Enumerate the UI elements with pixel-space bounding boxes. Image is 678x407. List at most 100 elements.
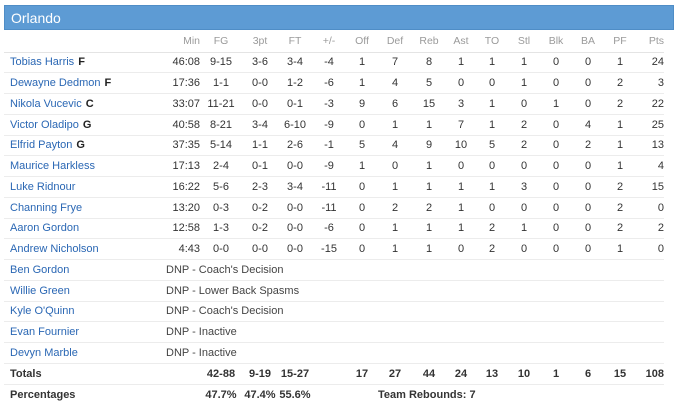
empty-cell	[312, 384, 346, 405]
stat-cell: 0	[446, 155, 476, 177]
stat-cell: 1	[412, 155, 446, 177]
stat-cell: 37:35	[166, 135, 200, 157]
player-cell: Maurice Harkless	[4, 155, 166, 177]
header-row: Min FG 3pt FT +/- Off Def Reb Ast TO Stl Blk BA PF Pts	[4, 30, 674, 53]
totals-cell: 6	[572, 363, 604, 385]
stat-cell: 0	[540, 218, 572, 240]
stat-cell: 1	[476, 176, 508, 198]
stat-cell: 5-6	[200, 176, 242, 198]
stat-cell: 2	[604, 93, 636, 115]
stat-cell: 7	[378, 52, 412, 74]
stat-cell: 6-10	[278, 114, 312, 136]
player-link[interactable]: Channing Frye	[10, 201, 83, 214]
stat-cell: 4	[572, 114, 604, 136]
stat-cell: 0	[508, 155, 540, 177]
stat-cell: 0	[476, 155, 508, 177]
player-link[interactable]: Elfrid Payton	[10, 139, 73, 152]
stat-cell: 0-1	[278, 93, 312, 115]
stat-cell: 0	[508, 197, 540, 219]
stat-cell: 0	[540, 114, 572, 136]
totals-cell: 15	[604, 363, 636, 385]
stat-cell: 1	[604, 135, 636, 157]
totals-cell: 108	[636, 363, 664, 385]
stat-cell: 1	[378, 114, 412, 136]
player-link[interactable]: Kyle O'Quinn	[10, 305, 75, 318]
totals-cell: 10	[508, 363, 540, 385]
player-cell: Victor Oladipo G	[4, 114, 166, 136]
stat-cell: 2	[604, 72, 636, 94]
percentages-row: Percentages 47.7% 47.4% 55.6% Team Rebounds:…	[4, 384, 674, 405]
stat-cell: 17:36	[166, 72, 200, 94]
player-link[interactable]: Andrew Nicholson	[10, 243, 99, 256]
player-link[interactable]: Victor Oladipo	[10, 118, 79, 131]
table-row: Channing Frye 13:20 0-3 0-2 0-0 -11 0 2 2 1 0 0 0 0 2 0	[4, 197, 674, 219]
column-header: Off	[346, 30, 378, 53]
player-cell: Evan Fournier	[4, 321, 166, 343]
stat-cell: 0	[508, 238, 540, 260]
stat-cell: 2	[636, 218, 664, 240]
player-position: C	[85, 97, 94, 110]
team-name: Orlando	[11, 10, 61, 26]
stat-cell: 11-21	[200, 93, 242, 115]
player-link[interactable]: Dewayne Dedmon	[10, 77, 101, 90]
stat-cell: 0	[540, 155, 572, 177]
stat-cell: 3-6	[242, 52, 278, 74]
stat-cell: 3-4	[242, 114, 278, 136]
stat-cell: 0-0	[278, 238, 312, 260]
stat-cell: 2-6	[278, 135, 312, 157]
stat-cell: 0	[346, 238, 378, 260]
stat-cell: 46:08	[166, 52, 200, 74]
player-cell: Luke Ridnour	[4, 176, 166, 198]
player-link[interactable]: Devyn Marble	[10, 346, 78, 359]
stat-cell: 0	[572, 218, 604, 240]
player-link[interactable]: Tobias Harris	[10, 56, 75, 69]
stat-cell: 9	[346, 93, 378, 115]
player-link[interactable]: Evan Fournier	[10, 326, 80, 339]
totals-cell: 9-19	[242, 363, 278, 385]
column-header: Pts	[636, 30, 664, 53]
totals-cell: 44	[412, 363, 446, 385]
stat-cell: 2	[508, 114, 540, 136]
player-link[interactable]: Willie Green	[10, 284, 70, 297]
fg-percentage: 47.7%	[205, 388, 237, 401]
stat-cell: 9-15	[200, 52, 242, 74]
table-body: Tobias Harris F 46:08 9-15 3-6 3-4 -4 1 7 8 1 1 1 0 0 1…	[4, 52, 674, 405]
stat-cell: 4:43	[166, 238, 200, 260]
stat-cell: 5	[346, 135, 378, 157]
stat-cell: 1	[446, 52, 476, 74]
table-row: Tobias Harris F 46:08 9-15 3-6 3-4 -4 1 7 8 1 1 1 0 0 1…	[4, 52, 674, 74]
header-player	[4, 30, 166, 53]
player-link[interactable]: Nikola Vucevic	[10, 97, 82, 110]
dnp-reason: DNP - Coach's Decision	[166, 259, 664, 281]
player-link[interactable]: Aaron Gordon	[10, 222, 80, 235]
stat-cell: 1	[378, 176, 412, 198]
stat-cell: 0-2	[242, 197, 278, 219]
totals-label: Totals	[4, 363, 166, 385]
stat-cell: 0	[540, 197, 572, 219]
stat-cell: 0	[572, 238, 604, 260]
column-header: Reb	[412, 30, 446, 53]
totals-cell: 15-27	[278, 363, 312, 385]
column-header: Ast	[446, 30, 476, 53]
stat-cell: 22	[636, 93, 664, 115]
stat-cell: -4	[312, 52, 346, 74]
player-cell: Dewayne Dedmon F	[4, 72, 166, 94]
stat-cell: 0	[572, 176, 604, 198]
stat-cell: 0	[572, 155, 604, 177]
stat-cell: 15	[636, 176, 664, 198]
player-cell: Channing Frye	[4, 197, 166, 219]
stat-cell: 4	[636, 155, 664, 177]
stat-cell: 3-4	[278, 176, 312, 198]
player-link[interactable]: Maurice Harkless	[10, 160, 95, 173]
column-header: FT	[278, 30, 312, 53]
player-link[interactable]: Luke Ridnour	[10, 180, 76, 193]
stat-cell: 0	[476, 72, 508, 94]
player-link[interactable]: Ben Gordon	[10, 263, 70, 276]
column-header: BA	[572, 30, 604, 53]
stat-cell: 2	[412, 197, 446, 219]
table-row: Ben Gordon DNP - Coach's Decision	[4, 259, 674, 281]
stat-cell: 1	[346, 52, 378, 74]
stat-cell: 1	[446, 197, 476, 219]
stat-cell: 0	[446, 238, 476, 260]
totals-cell: 27	[378, 363, 412, 385]
